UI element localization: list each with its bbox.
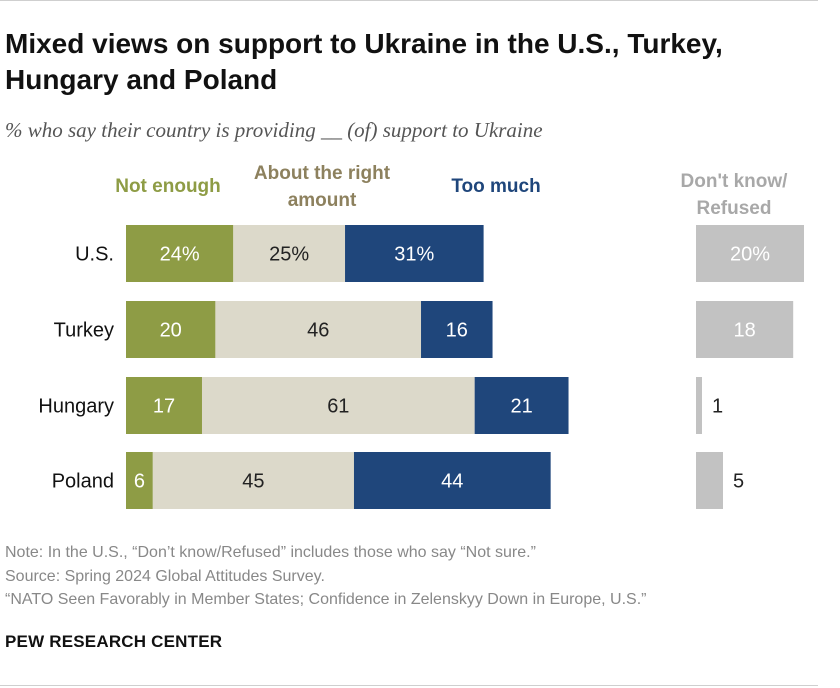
chart-subtitle: % who say their country is providing __ …: [5, 118, 543, 142]
bar-too-much: [474, 377, 569, 434]
bar-too-much: [421, 301, 493, 358]
category-label: U.S.: [75, 244, 114, 266]
report-title-line: “NATO Seen Favorably in Member States; C…: [5, 591, 647, 608]
label-dont-know: 18: [733, 320, 755, 342]
category-label: Poland: [52, 471, 114, 493]
top-rule: [0, 0, 818, 1]
bar-not-enough: [126, 452, 153, 509]
bar-dont-know: [696, 377, 702, 434]
label-not-enough: 20: [160, 320, 182, 342]
label-dont-know: 1: [712, 396, 723, 418]
bar-not-enough: [126, 301, 216, 358]
label-too-much: 44: [441, 471, 463, 493]
bar-not-enough: [126, 225, 234, 282]
label-too-much: 16: [446, 320, 468, 342]
bar-dont-know: [696, 452, 723, 509]
label-about-right: 61: [327, 396, 349, 418]
label-dont-know: 5: [733, 471, 744, 493]
bar-dont-know: [696, 225, 804, 282]
note-line: Note: In the U.S., “Don’t know/Refused” …: [5, 544, 536, 561]
bar-too-much: [353, 452, 551, 509]
bar-about-right: [233, 225, 346, 282]
bar-about-right: [152, 452, 354, 509]
bar-about-right: [215, 301, 422, 358]
bar-too-much: [345, 225, 484, 282]
brand-name: PEW RESEARCH CENTER: [5, 632, 223, 651]
bar-dont-know: [696, 301, 794, 358]
label-about-right: 45: [242, 471, 264, 493]
label-not-enough: 17: [153, 396, 175, 418]
label-too-much: 31%: [394, 244, 434, 266]
bar-about-right: [201, 377, 475, 434]
legend-about-right: About the right amount: [254, 163, 391, 211]
label-dont-know: 20%: [730, 244, 770, 266]
label-not-enough: 6: [134, 471, 145, 493]
label-about-right: 46: [307, 320, 329, 342]
legend-dont-know: Don't know/Refused: [681, 171, 789, 219]
legend-too-much: Too much: [451, 176, 540, 197]
category-label: Turkey: [54, 320, 114, 342]
label-about-right: 25%: [269, 244, 309, 266]
label-too-much: 21: [510, 396, 532, 418]
category-label: Hungary: [38, 396, 114, 418]
chart: Not enough About the right amount Too much D…: [38, 163, 804, 509]
source-line: Source: Spring 2024 Global Attitudes Sur…: [5, 567, 325, 585]
label-not-enough: 24%: [160, 244, 200, 266]
legend-not-enough: Not enough: [115, 176, 221, 197]
bottom-rule: [0, 685, 818, 686]
chart-title: Mixed views on support to Ukraine in the…: [5, 28, 723, 95]
notes: Note: In the U.S., “Don’t know/Refused” …: [5, 541, 646, 612]
bar-not-enough: [126, 377, 202, 434]
